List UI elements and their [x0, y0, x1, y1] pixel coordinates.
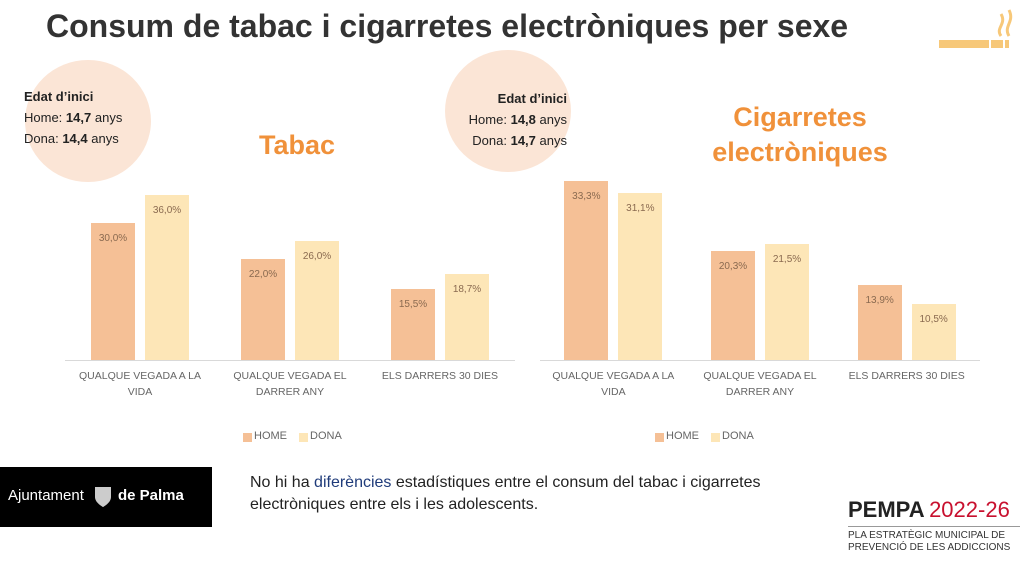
age-unit: anys	[91, 131, 119, 146]
age-value: 14,8	[510, 112, 536, 127]
note-text: estadístiques entre el consum del tabac …	[250, 474, 761, 513]
bar	[857, 285, 902, 360]
x-tick-label: QUALQUE VEGADA EL DARRER ANY	[703, 370, 817, 398]
legend-swatch	[711, 433, 720, 442]
bar	[564, 181, 609, 360]
x-tick-label: QUALQUE VEGADA EL DARRER ANY	[233, 370, 347, 398]
x-tick-label: ELS DARRERS 30 DIES	[381, 370, 499, 382]
x-tick-label: QUALQUE VEGADA A LA VIDA	[552, 370, 675, 398]
value-label: 18,7%	[452, 284, 482, 296]
plan-text: PLA ESTRATÈGIC MUNICIPAL DE	[848, 530, 1006, 541]
age-row: Home: 14,7 anys	[24, 107, 136, 128]
age-label: Dona:	[472, 133, 507, 148]
legend-swatch	[243, 433, 252, 442]
logo-text: de Palma	[118, 487, 184, 504]
value-label: 13,9%	[865, 295, 894, 307]
plan-text: PREVENCIÓ DE LES ADDICCIONS	[848, 542, 1011, 553]
value-label: 21,5%	[772, 254, 802, 266]
slide-title: Consum de tabac i cigarretes electròniqu…	[46, 8, 849, 44]
note-text: No hi ha	[250, 474, 310, 491]
age-box: Edat d’inici Home: 14,8 anys Dona: 14,7 an…	[455, 88, 567, 151]
age-row: Dona: 14,4 anys	[24, 128, 136, 149]
legend-label: DONA	[310, 430, 342, 442]
age-label: Home:	[468, 112, 507, 127]
value-label: 15,5%	[398, 298, 428, 310]
age-value: 14,7	[65, 110, 92, 125]
cigarette-icon	[939, 9, 1013, 48]
legend-label: HOME	[254, 430, 287, 442]
value-label: 10,5%	[919, 313, 948, 325]
legend-label: DONA	[722, 430, 754, 442]
bar	[911, 303, 956, 360]
note-bold: diferències	[314, 474, 392, 491]
axis-line	[540, 360, 980, 361]
age-row: Dona: 14,7 anys	[455, 130, 567, 151]
age-box-title: Edat d’inici	[497, 91, 567, 106]
value-label: 20,3%	[718, 260, 748, 272]
chart-title: Cigarretes electròniques	[712, 102, 888, 167]
axis-line	[65, 360, 515, 361]
value-label: 33,3%	[572, 191, 601, 202]
note: No hi ha diferències estadístiques entre…	[250, 472, 820, 516]
value-label: 30,0%	[98, 232, 128, 244]
bar	[445, 274, 489, 360]
bar	[91, 222, 135, 360]
age-label: Home:	[24, 110, 63, 125]
logo-text: Ajuntament	[8, 487, 84, 504]
crest	[95, 487, 111, 507]
chart-title: Tabac	[258, 130, 336, 160]
value-label: 36,0%	[152, 205, 182, 216]
value-label: 31,1%	[626, 202, 655, 214]
bar	[618, 192, 663, 360]
age-box-title: Edat d’inici	[24, 89, 94, 104]
age-label: Dona:	[24, 131, 59, 146]
age-value: 14,4	[62, 131, 88, 146]
bar	[145, 195, 189, 360]
plan-years: 2022-26	[929, 497, 1010, 522]
age-circle	[25, 60, 151, 182]
age-unit: anys	[94, 110, 123, 125]
age-row: Home: 14,8 anys	[455, 109, 567, 130]
bar	[765, 244, 809, 360]
bar	[391, 288, 435, 360]
age-box: Edat d’inici Home: 14,7 anys Dona: 14,4 an…	[24, 86, 136, 149]
value-label: 26,0%	[302, 250, 332, 262]
x-tick-label: QUALQUE VEGADA A LA VIDA	[79, 370, 201, 398]
bar	[711, 250, 755, 360]
x-tick-label: ELS DARRERS 30 DIES	[848, 370, 965, 382]
age-unit: anys	[539, 133, 567, 148]
city-logo: Ajuntament de Palma	[0, 467, 212, 527]
legend-swatch	[299, 433, 308, 442]
legend-swatch	[655, 433, 664, 442]
age-unit: anys	[539, 112, 567, 127]
bar	[241, 259, 285, 360]
value-label: 22,0%	[248, 269, 278, 281]
legend-label: HOME	[666, 430, 699, 442]
plan-logo: PEMPA 2022-26 PLA ESTRATÈGIC MUNICIPAL D…	[848, 497, 1020, 554]
bar	[295, 240, 339, 360]
age-value: 14,7	[510, 133, 536, 148]
age-circle	[445, 50, 571, 172]
plan-name: PEMPA	[848, 497, 925, 522]
